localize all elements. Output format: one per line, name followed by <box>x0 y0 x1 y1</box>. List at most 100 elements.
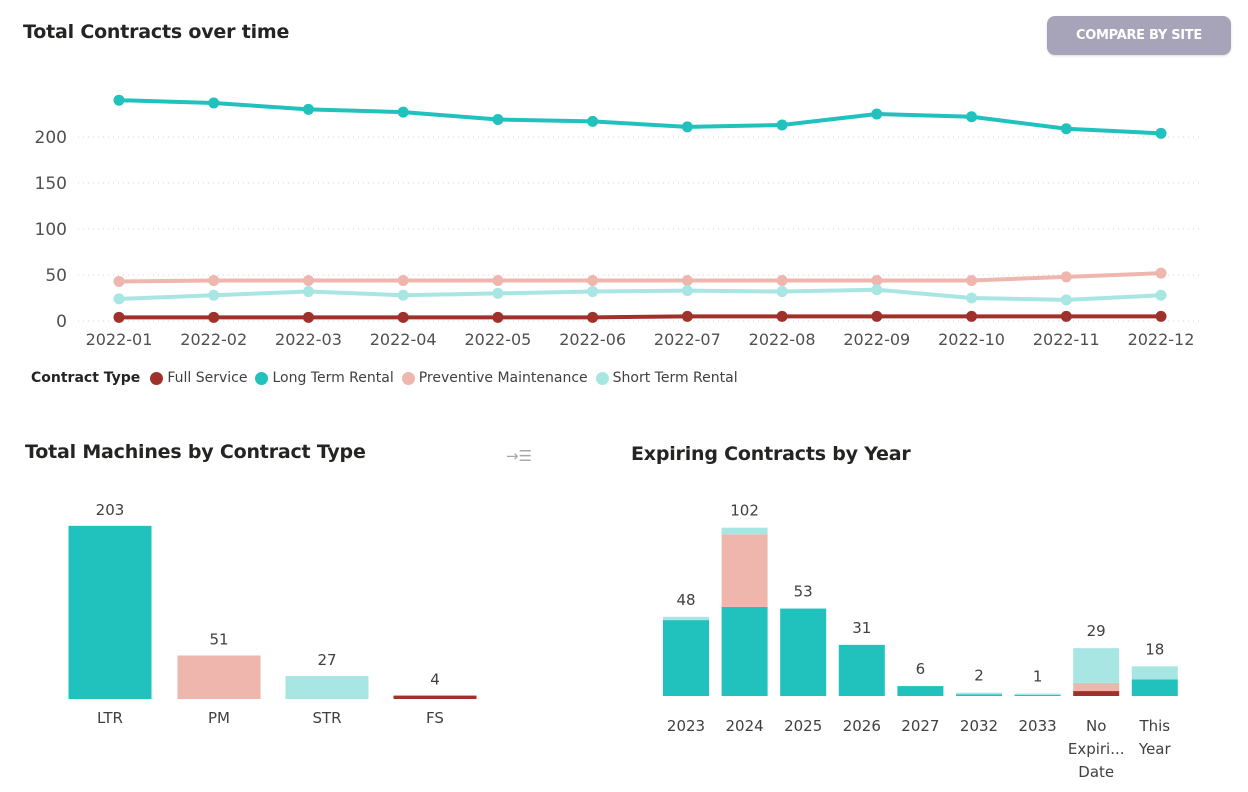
data-point <box>113 94 125 106</box>
legend-item-preventive-maintenance[interactable]: Preventive Maintenance <box>401 370 588 386</box>
stack-category-label: Expiri... <box>1068 740 1125 758</box>
bar-category-label: LTR <box>97 709 123 727</box>
data-point <box>966 275 978 287</box>
legend-dot <box>255 371 269 385</box>
data-point <box>587 286 599 298</box>
y-tick-label: 50 <box>45 266 67 286</box>
bar-value-label: 27 <box>317 651 336 669</box>
data-point <box>681 121 693 133</box>
data-point <box>208 275 220 287</box>
data-point <box>302 275 314 287</box>
stack-segment <box>956 694 1002 696</box>
stack-total-label: 53 <box>794 583 813 601</box>
stack-category-label: This <box>1138 717 1170 735</box>
data-point <box>113 311 125 323</box>
data-point <box>871 310 883 322</box>
data-point <box>208 97 220 109</box>
bar-chart-title: Total Machines by Contract Type <box>25 441 366 463</box>
data-point <box>208 289 220 301</box>
data-point <box>681 275 693 287</box>
bar-category-label: STR <box>312 709 341 727</box>
stack-total-label: 2 <box>974 667 984 685</box>
stack-segment <box>663 620 709 696</box>
series-line-long-term-rental <box>117 98 1163 136</box>
legend-label: Long Term Rental <box>272 370 394 386</box>
stack-category-label: Year <box>1138 740 1172 758</box>
data-point <box>492 311 504 323</box>
stack-segment <box>663 616 709 621</box>
compare-by-site-button[interactable]: COMPARE BY SITE <box>1047 16 1231 55</box>
data-point <box>492 287 504 299</box>
stack-segment <box>897 686 944 696</box>
stack-category-label: 2023 <box>667 717 705 735</box>
legend-dot <box>401 371 415 385</box>
data-point <box>1155 127 1167 139</box>
bar-value-label: 51 <box>209 630 228 648</box>
data-point <box>776 119 788 131</box>
stack-total-label: 6 <box>916 660 926 678</box>
x-tick-label: 2022-04 <box>370 330 437 349</box>
stack-segment <box>1131 666 1178 680</box>
legend-item-long-term-rental[interactable]: Long Term Rental <box>255 370 394 386</box>
stack-segment <box>838 644 885 696</box>
stack-category-label: 2025 <box>784 717 822 735</box>
data-point <box>776 275 788 287</box>
stack-segment <box>1014 693 1061 695</box>
stack-total-label: 48 <box>676 591 695 609</box>
data-point <box>1060 271 1072 283</box>
stack-category-label: 2032 <box>960 717 998 735</box>
y-tick-label: 0 <box>56 312 67 332</box>
bar-fs <box>393 695 477 699</box>
data-point <box>302 286 314 298</box>
x-tick-label: 2022-08 <box>749 330 816 349</box>
x-tick-label: 2022-10 <box>938 330 1005 349</box>
line-chart-legend: Contract Type Full Service Long Term Ren… <box>31 370 746 386</box>
x-tick-label: 2022-07 <box>654 330 721 349</box>
x-tick-label: 2022-03 <box>275 330 342 349</box>
legend-label: Short Term Rental <box>612 370 738 386</box>
x-tick-label: 2022-09 <box>843 330 910 349</box>
stack-segment <box>1073 682 1120 692</box>
legend-item-full-service[interactable]: Full Service <box>150 370 247 386</box>
data-point <box>302 103 314 115</box>
bar-str <box>285 675 369 699</box>
x-tick-label: 2022-02 <box>180 330 247 349</box>
legend-label: Full Service <box>167 370 248 386</box>
stack-segment <box>1014 694 1061 696</box>
bar-ltr <box>68 525 152 699</box>
data-point <box>1155 267 1167 279</box>
stack-segment <box>1073 648 1120 683</box>
data-point <box>1060 310 1072 322</box>
legend-item-short-term-rental[interactable]: Short Term Rental <box>595 370 738 386</box>
data-point <box>587 311 599 323</box>
data-point <box>397 311 409 323</box>
series-line-full-service <box>117 314 1163 320</box>
data-point <box>776 310 788 322</box>
data-point <box>776 286 788 298</box>
data-point <box>871 108 883 120</box>
stack-segment <box>780 608 827 696</box>
stack-total-label: 102 <box>730 502 759 520</box>
stack-category-label: 2026 <box>843 717 881 735</box>
data-point <box>113 275 125 287</box>
data-point <box>1060 294 1072 306</box>
data-point <box>587 115 599 127</box>
stack-total-label: 31 <box>852 619 871 637</box>
stack-category-label: 2027 <box>901 717 939 735</box>
focus-mode-icon[interactable]: →☰ <box>506 447 533 465</box>
stack-category-label: No <box>1086 717 1106 735</box>
data-point <box>208 311 220 323</box>
data-point <box>681 310 693 322</box>
legend-title: Contract Type <box>31 370 141 386</box>
bar-category-label: FS <box>426 709 444 727</box>
stack-total-label: 29 <box>1087 622 1106 640</box>
x-tick-label: 2022-12 <box>1128 330 1195 349</box>
data-point <box>492 114 504 126</box>
data-point <box>871 275 883 287</box>
data-point <box>113 293 125 305</box>
data-point <box>397 106 409 118</box>
stack-category-label: 2024 <box>726 717 764 735</box>
data-point <box>1060 123 1072 135</box>
data-point <box>966 310 978 322</box>
stack-segment <box>1073 691 1120 696</box>
